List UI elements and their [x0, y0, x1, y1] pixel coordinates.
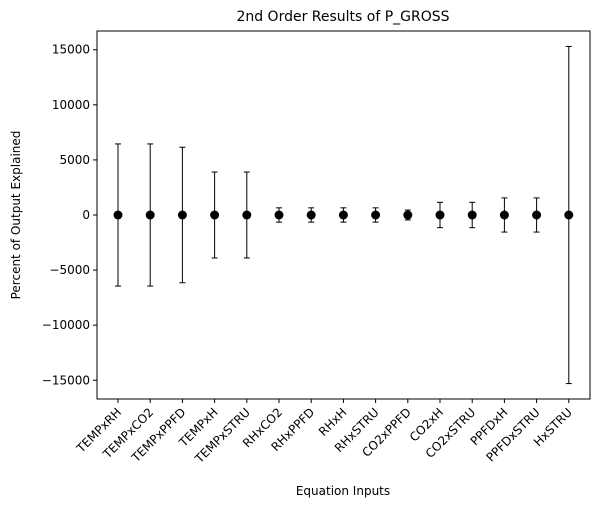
data-point [338, 210, 348, 220]
data-point [564, 210, 574, 220]
y-tick-label: 10000 [52, 98, 90, 112]
data-point [177, 210, 187, 220]
data-points [113, 210, 574, 220]
data-point [403, 210, 413, 220]
data-point [306, 210, 316, 220]
plot-frame [96, 30, 591, 400]
y-tick-label: 5000 [59, 153, 90, 167]
data-point [210, 210, 220, 220]
data-point [113, 210, 123, 220]
y-tick-label: −15000 [42, 373, 90, 387]
y-tick-label: −10000 [42, 318, 90, 332]
data-point [371, 210, 381, 220]
y-tick-label: 0 [82, 208, 90, 222]
y-axis-label: Percent of Output Explained [9, 131, 23, 300]
data-point [499, 210, 509, 220]
data-point [435, 210, 445, 220]
data-point [532, 210, 542, 220]
chart-title: 2nd Order Results of P_GROSS [236, 9, 449, 25]
y-axis: −15000 −10000 −5000 0 5000 10000 15000 [42, 43, 97, 387]
x-axis: TEMPxRHTEMPxCO2TEMPxPPFDTEMPxHTEMPxSTRUR… [73, 399, 575, 467]
data-point [145, 210, 155, 220]
data-point [274, 210, 284, 220]
y-tick-label: 15000 [52, 43, 90, 57]
data-point [242, 210, 252, 220]
x-axis-label: Equation Inputs [296, 484, 390, 498]
data-point [467, 210, 477, 220]
y-tick-label: −5000 [49, 263, 90, 277]
